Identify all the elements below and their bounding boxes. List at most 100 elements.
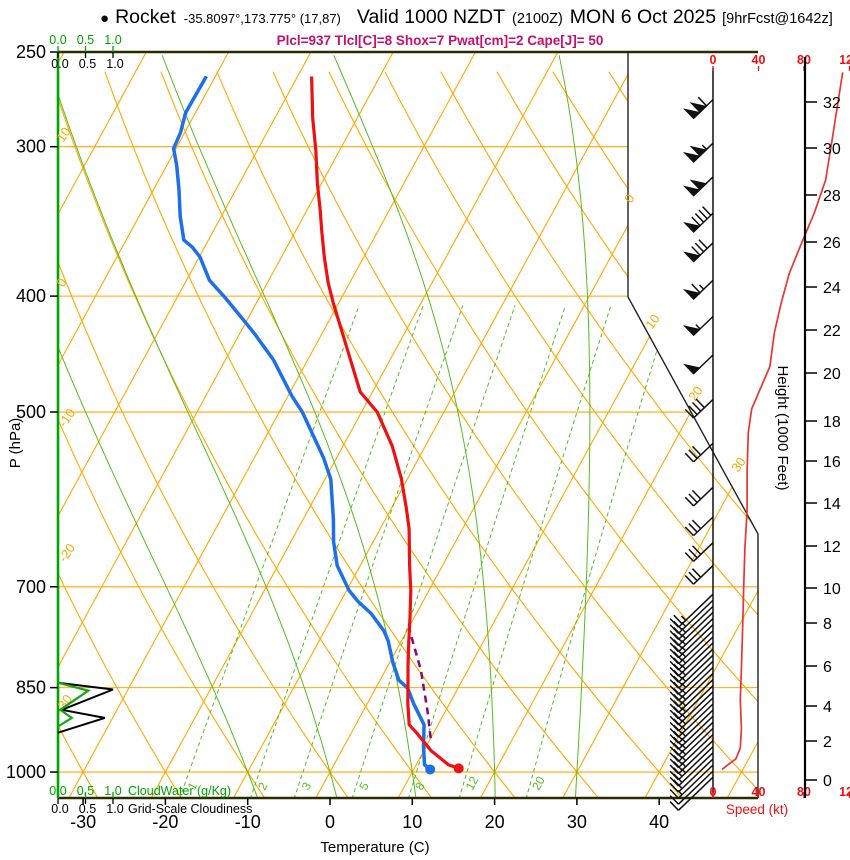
pressure-tick-label: 1000 [6,762,46,782]
wind-barb-feather [673,718,683,729]
mixing-ratio-line [293,305,464,798]
mixing-ratio-label: 2 [255,780,271,793]
dry-adiabat [58,71,350,798]
wind-barb-feather [688,493,698,504]
wind-barb-shaft [677,660,714,695]
wind-barb-feather [673,730,683,741]
wind-barb-pennant [689,179,708,191]
wind-barb-feather [669,758,679,769]
wind-barb-feather [673,767,683,777]
surface-temperature-dot [453,763,464,774]
mixing-ratio-line [179,305,360,798]
wind-barb-feather [688,523,698,533]
wind-barb-feather [669,618,679,628]
isotherm [315,52,723,798]
wind-barb-half-feather [680,749,687,756]
pressure-tick-label: 700 [16,577,46,597]
wind-barb-feather [691,545,702,555]
wind-barb-feather [669,709,679,720]
moist-adiabat [161,55,417,798]
cloudwater-scale-label: 0.5 [77,784,94,798]
cloudwater-scale-label: 1.0 [104,33,121,47]
wind-barb-shaft [677,740,714,775]
pressure-tick-label: 400 [16,286,46,306]
wind-barb-shaft [677,715,714,750]
temperature-axis: -30 -20 -10 0 10 20 30 40 Temperature (C) [70,798,669,856]
skewt-grid [58,52,758,798]
mixing-ratio-line [407,305,566,798]
dry-adiabat [104,71,517,798]
height-tick-label: 14 [823,496,841,513]
wind-barb-half-feather [680,664,687,670]
wind-barb-feather [691,489,702,500]
wind-barb-shaft [677,764,714,799]
wind-barb-shaft [677,648,714,683]
wind-barb-half-feather [680,615,687,621]
wind-barb-half-feather [680,761,687,768]
wind-barb-shaft [677,611,714,647]
wind-barb-shaft [677,593,714,628]
valid-date: MON 6 Oct 2025 [569,6,717,28]
mixing-ratio-label: 5 [356,780,372,793]
wind-barb-feather [669,782,679,793]
wind-barbs [669,96,714,811]
height-tick-label: 30 [823,141,841,158]
wind-barb-feather [688,548,698,559]
wind-barb-shaft [693,398,714,419]
wind-barb-feather [673,742,683,753]
isotherm [58,52,394,798]
dry-adiabat [58,71,266,798]
wind-barb-feather [669,715,679,726]
wind-barb-half-feather [680,639,687,646]
wind-barb-pennant [683,289,701,300]
wind-barb-shaft [677,746,714,781]
wind-barb-shaft [677,618,714,653]
height-tick-label: 24 [823,280,841,297]
wind-barb-pennant [683,251,701,263]
dry-adiabat-label: 0 [53,275,69,290]
wind-barb-half-feather [680,621,687,627]
wind-barb-feather [669,703,679,714]
wind-barb-feather [684,408,695,419]
wind-barb-feather [669,752,679,763]
wind-barb-feather [684,496,695,507]
wind-barb-feather [673,681,683,692]
station-bullet-icon: ● [100,10,110,27]
wind-barb-feather [673,657,683,668]
height-tick-label: 8 [823,616,832,633]
isotherm [233,52,641,798]
dry-adiabat [58,71,183,798]
wind-barb-feather [697,96,708,107]
wind-barb-feather [673,669,683,680]
wind-barb-feather [684,452,695,463]
wind-barb-feather [673,724,683,735]
wind-barb-feather [669,654,679,665]
temperature-tick-label: -30 [70,812,96,832]
speed-tick-label-top: 0 [710,53,717,67]
wind-barb-half-feather [680,682,687,689]
moist-adiabat [333,55,496,798]
wind-barb-feather [673,687,683,698]
plot-frame [56,50,759,800]
wind-barb-shaft [677,727,714,763]
height-tick-label: 22 [823,323,841,340]
wind-barb-shaft [693,486,714,507]
wind-barb-shaft [677,672,714,708]
wind-barb-feather [669,624,679,634]
wind-barb-shaft [677,691,714,726]
pressure-axis: 250 300 400 500 700 850 1000 P (hPa) [6,42,58,782]
wind-barb-feather [691,216,701,227]
cloudiness-scale-label: 0.0 [51,802,68,816]
moist-adiabat [58,55,259,798]
wind-barb-feather [694,213,705,223]
temperature-tick-label: -20 [152,812,178,832]
wind-barb-shaft [677,776,714,811]
wind-barb-feather [673,773,683,783]
dry-adiabat [272,71,758,798]
dry-adiabat [58,71,433,798]
wind-barb-feather [669,673,679,683]
wind-barb-pennant [683,325,701,337]
wind-barb-feather [669,740,679,750]
